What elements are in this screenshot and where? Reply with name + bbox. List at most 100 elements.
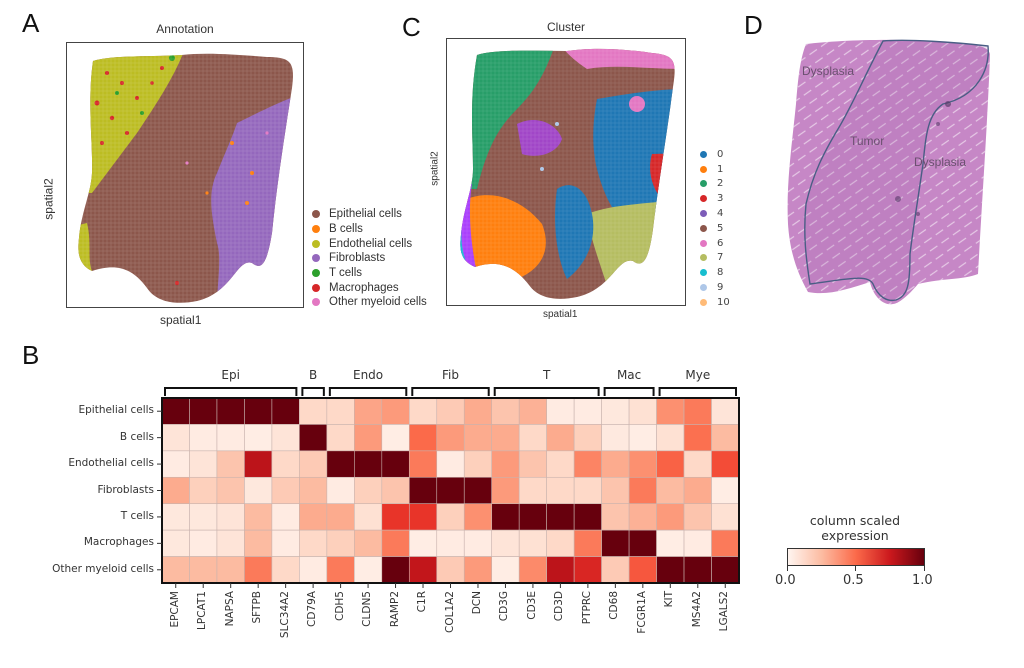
column-label: EPCAM (168, 591, 181, 628)
heatmap-cell (381, 450, 410, 478)
heatmap-cell (463, 556, 493, 584)
heatmap-cell (408, 476, 438, 505)
group-bracket (493, 387, 600, 396)
legend-dot-icon (312, 254, 320, 263)
heatmap-cell (271, 529, 300, 557)
heatmap-cell (628, 503, 657, 531)
row-label: Fibroblasts (97, 483, 154, 496)
column-label: CD3G (498, 591, 511, 622)
cluster-plot-frame (446, 38, 686, 306)
heatmap-cell (491, 529, 520, 557)
group-bracket (603, 387, 655, 396)
heatmap-cell (326, 476, 355, 505)
heatmap-cell (326, 556, 355, 584)
heatmap-cell (711, 424, 740, 452)
heatmap-cell (436, 450, 465, 478)
heatmap-cell (546, 476, 575, 505)
group-bracket (658, 387, 737, 396)
group-label: Fib (442, 368, 459, 382)
legend-dot-icon (700, 224, 707, 232)
heatmap-cell (216, 476, 245, 505)
heatmap-cell (711, 503, 740, 531)
heatmap-cell (161, 503, 190, 531)
heatmap-cell (436, 529, 465, 557)
heatmap-cell (491, 476, 520, 505)
column-label: CD79A (306, 591, 319, 627)
group-label: Mye (685, 368, 711, 382)
heatmap-cell (271, 503, 300, 531)
heatmap-cell (436, 476, 465, 505)
column-label: LPCAT1 (196, 591, 209, 630)
group-label: Epi (221, 368, 240, 382)
heatmap-cell (381, 529, 410, 557)
legend-dot-icon (312, 239, 320, 248)
heatmap-cell (216, 529, 245, 557)
heatmap-cell (271, 397, 300, 425)
heatmap-cell (711, 476, 740, 505)
heatmap-cell (189, 450, 218, 478)
heatmap-cell (711, 450, 740, 478)
heatmap-cell (161, 450, 190, 478)
legend-dot-icon (700, 284, 707, 292)
heatmap-cell (354, 450, 383, 478)
heatmap-cell (546, 556, 575, 584)
heatmap-cell (326, 397, 355, 425)
heatmap-cell (601, 424, 630, 452)
heatmap-cell (408, 450, 438, 478)
legend-dot-icon (312, 225, 320, 234)
group-label: Endo (352, 368, 384, 382)
heatmap-cell (381, 397, 410, 425)
heatmap-cell (463, 529, 493, 557)
column-label: FCGR1A (635, 591, 648, 634)
legend-dot-icon (700, 210, 707, 218)
region-label-dysplasia-right: Dysplasia (914, 155, 967, 169)
heatmap-cell (601, 476, 630, 505)
heatmap-cell (463, 450, 493, 478)
column-label: C1R (416, 591, 429, 613)
heatmap-cell (381, 424, 410, 452)
heatmap-cell (601, 450, 630, 478)
heatmap-cell (354, 529, 383, 557)
heatmap-cell (189, 503, 218, 531)
heatmap-cell (711, 397, 740, 425)
heatmap-cell (518, 503, 547, 531)
legend-item: 10 (700, 295, 730, 310)
colorbar (787, 548, 925, 566)
legend-item: 3 (700, 191, 730, 206)
column-label: RAMP2 (388, 591, 401, 628)
heatmap-cell (491, 424, 520, 452)
legend-item: Other myeloid cells (312, 295, 427, 310)
panel-letter-c: C (402, 12, 421, 42)
legend-item: 4 (700, 206, 730, 221)
heatmap-cell (381, 556, 410, 584)
group-bracket (164, 387, 298, 396)
legend-dot-icon (312, 269, 320, 278)
region-label-dysplasia-left: Dysplasia (802, 64, 855, 78)
heatmap-cell (656, 529, 685, 557)
heatmap-cell (326, 503, 355, 531)
panel-letter-d: D (744, 10, 763, 40)
heatmap-cell (326, 450, 355, 478)
row-label: Epithelial cells (78, 404, 154, 417)
heatmap-cell (244, 503, 273, 531)
heatmap-cell (683, 450, 712, 478)
column-label: CDH5 (333, 591, 346, 621)
heatmap-cell (271, 450, 300, 478)
legend-dot-icon (312, 298, 320, 307)
heatmap-cell (189, 556, 218, 584)
heatmap-cell (491, 556, 520, 584)
legend-dot-icon (700, 298, 707, 306)
heatmap-cell (546, 424, 575, 452)
legend-dot-icon (312, 210, 320, 219)
heatmap-cell (518, 476, 547, 505)
heatmap-cell (408, 503, 438, 531)
heatmap-cell (408, 556, 438, 584)
heatmap-cell (628, 556, 657, 584)
heatmap-cell (216, 450, 245, 478)
legend-item: Epithelial cells (312, 207, 427, 222)
legend-item: 7 (700, 251, 730, 266)
heatmap-cell (546, 503, 575, 531)
heatmap-cell (491, 397, 520, 425)
column-label: CD3D (553, 591, 566, 622)
heatmap-cell (326, 529, 355, 557)
